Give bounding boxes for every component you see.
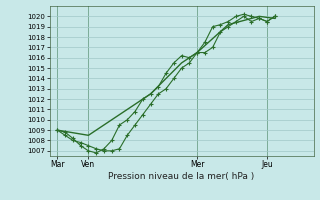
X-axis label: Pression niveau de la mer( hPa ): Pression niveau de la mer( hPa ) [108,172,255,181]
